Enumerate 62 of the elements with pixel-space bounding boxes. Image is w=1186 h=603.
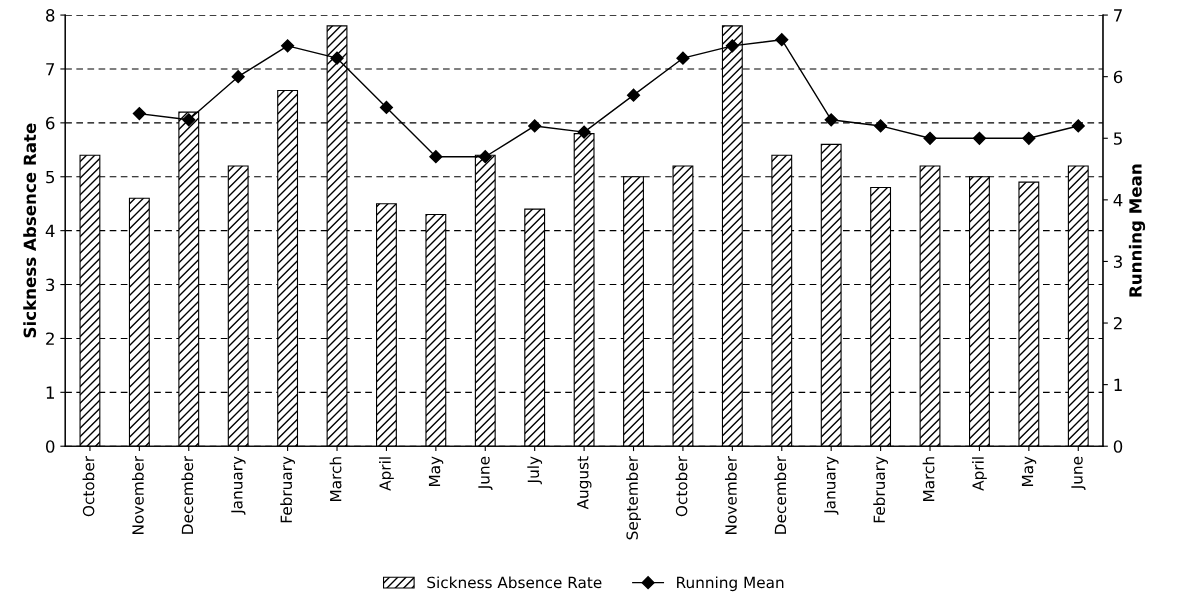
y2-axis-title: Running Mean: [1128, 164, 1146, 297]
point: [626, 88, 641, 102]
point: [478, 150, 492, 164]
y2-tick-label: 4: [1113, 194, 1123, 207]
point: [824, 113, 838, 127]
point: [1071, 119, 1085, 133]
point: [281, 39, 295, 53]
point: [330, 51, 344, 65]
point: [379, 100, 394, 115]
point: [1022, 131, 1036, 145]
y-tick-label: 5: [46, 170, 55, 184]
x-tick-label: June: [478, 456, 493, 490]
x-tick-label: March: [329, 457, 342, 502]
x-tick-label: April: [972, 457, 987, 491]
y-tick-label: 1: [46, 386, 54, 399]
x-tick-label: May: [1021, 456, 1037, 487]
x-tick-label: February: [280, 456, 295, 523]
point: [775, 33, 789, 47]
y-tick-label: 2: [46, 332, 54, 345]
point: [972, 131, 987, 145]
x-tick-label: November: [131, 455, 144, 534]
point: [725, 39, 739, 53]
x-tick-label: December: [774, 455, 787, 534]
x-tick-label: December: [181, 455, 194, 534]
y-tick-label: 6: [46, 116, 55, 130]
y2-tick-label: 7: [1114, 9, 1122, 22]
point: [429, 150, 443, 164]
x-tick-label: October: [675, 455, 688, 517]
legend-label: Running Mean: [677, 576, 784, 592]
x-tick-label: August: [577, 456, 592, 510]
x-tick-label: May: [428, 456, 444, 487]
x-tick-label: February: [873, 456, 888, 523]
point: [923, 131, 937, 145]
y2-tick-label: 1: [1114, 378, 1122, 391]
x-tick-label: June: [1071, 456, 1086, 490]
y-tick-label: 3: [46, 278, 55, 292]
y2-tick-label: 3: [1113, 255, 1122, 269]
y-axis-title: Sickness Absence Rate: [23, 123, 37, 338]
y2-tick-label: 6: [1113, 70, 1123, 84]
x-tick-label: October: [82, 455, 95, 517]
y-tick-label: 4: [45, 224, 55, 237]
x-tick-label: January: [824, 456, 839, 515]
x-tick-label: September: [626, 455, 641, 540]
x-tick-label: March: [922, 457, 935, 502]
x-tick-label: July: [527, 456, 543, 485]
point: [874, 119, 888, 133]
point: [182, 113, 196, 127]
point: [528, 119, 542, 133]
x-tick-label: January: [231, 456, 246, 515]
y-tick-label: 8: [46, 9, 55, 22]
point: [676, 51, 690, 65]
legend-label: Sickness Absence Rate: [427, 576, 602, 589]
y-tick-label: 0: [46, 440, 55, 453]
y-tick-label: 7: [46, 63, 55, 76]
x-tick-label: April: [379, 457, 394, 491]
y2-tick-label: 2: [1113, 317, 1122, 330]
point: [231, 70, 245, 84]
x-tick-label: November: [724, 455, 737, 534]
y2-tick-label: 0: [1113, 440, 1123, 453]
point: [132, 107, 146, 121]
y2-tick-label: 5: [1113, 132, 1122, 145]
point: [577, 125, 591, 139]
